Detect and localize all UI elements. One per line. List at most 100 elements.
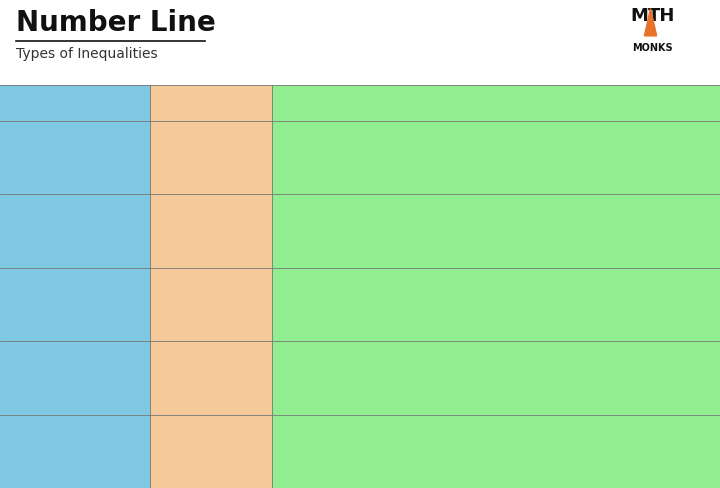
Text: 6: 6 — [638, 239, 645, 249]
Text: 1: 1 — [572, 459, 578, 469]
FancyArrow shape — [618, 154, 707, 157]
Text: $<$ $\mathbf{a}$: $<$ $\mathbf{a}$ — [69, 221, 109, 239]
Text: $\mathit{x}$: $\mathit{x}$ — [50, 221, 63, 239]
Text: -7: -7 — [332, 166, 343, 176]
Text: 0: 0 — [498, 239, 505, 249]
Text: -3: -3 — [426, 386, 436, 396]
Text: -6: -6 — [356, 313, 366, 323]
Text: Number Line: Number Line — [16, 8, 215, 37]
Text: 6: 6 — [638, 166, 645, 176]
Text: -8: -8 — [309, 239, 319, 249]
FancyArrow shape — [295, 301, 618, 304]
Text: 4: 4 — [591, 386, 598, 396]
FancyArrow shape — [295, 447, 501, 450]
Text: $\mathit{x}$: $\mathit{x}$ — [50, 367, 63, 386]
Text: -2: -2 — [449, 313, 459, 323]
FancyArrow shape — [295, 227, 618, 230]
Text: 7: 7 — [662, 166, 668, 176]
Text: 0: 0 — [498, 313, 505, 323]
Text: 3: 3 — [568, 239, 575, 249]
Text: $\frac{1}{3}$: $\frac{1}{3}$ — [523, 461, 528, 479]
FancyArrow shape — [618, 374, 707, 377]
Text: 8: 8 — [685, 166, 692, 176]
Text: Types of Inequalities: Types of Inequalities — [16, 47, 158, 61]
Text: 4: 4 — [591, 239, 598, 249]
FancyArrow shape — [618, 227, 707, 230]
Text: -2: -2 — [449, 239, 459, 249]
Text: -3: -3 — [426, 239, 436, 249]
Text: -7: -7 — [332, 239, 343, 249]
Text: 3: 3 — [568, 166, 575, 176]
Text: -6: -6 — [356, 166, 366, 176]
Text: 8: 8 — [685, 386, 692, 396]
Text: 2: 2 — [645, 459, 652, 469]
Text: General Form: General Form — [22, 96, 128, 110]
Text: MONKS: MONKS — [632, 43, 672, 53]
Text: 8: 8 — [685, 313, 692, 323]
Text: 6: 6 — [638, 313, 645, 323]
Text: 8: 8 — [685, 239, 692, 249]
Text: $\mathit{x}$$\leq$ $\mathbf{5}$: $\mathit{x}$$\leq$ $\mathbf{5}$ — [186, 147, 235, 165]
Text: 5: 5 — [615, 386, 621, 396]
Text: 1: 1 — [521, 239, 528, 249]
Polygon shape — [644, 8, 657, 36]
FancyArrow shape — [501, 447, 707, 450]
Text: 0: 0 — [498, 459, 505, 469]
Text: $\mathit{x}$: $\mathit{x}$ — [50, 441, 63, 459]
Text: $\mathit{x}$: $\mathit{x}$ — [50, 147, 63, 165]
Text: TH: TH — [648, 7, 675, 25]
Text: M: M — [630, 7, 648, 25]
Text: $\geq$ $\mathbf{a}$: $\geq$ $\mathbf{a}$ — [69, 367, 109, 386]
Text: 1: 1 — [521, 313, 528, 323]
Text: Number Line: Number Line — [446, 96, 546, 110]
Text: -6: -6 — [356, 386, 366, 396]
Text: -8: -8 — [309, 166, 319, 176]
Text: -3: -3 — [426, 313, 436, 323]
Text: 2: 2 — [544, 386, 552, 396]
Text: -2: -2 — [349, 459, 359, 469]
Text: -1: -1 — [472, 313, 483, 323]
Text: -2: -2 — [449, 166, 459, 176]
Text: -4: -4 — [402, 239, 413, 249]
Text: 4: 4 — [591, 313, 598, 323]
Text: $\mathit{x}$$>$ $\mathbf{5}$: $\mathit{x}$$>$ $\mathbf{5}$ — [186, 294, 235, 312]
Text: 5: 5 — [615, 239, 621, 249]
Text: $\mathit{x}$$<$ $\mathbf{5}$: $\mathit{x}$$<$ $\mathbf{5}$ — [186, 221, 235, 239]
Text: 3: 3 — [568, 313, 575, 323]
Text: -4: -4 — [402, 166, 413, 176]
Text: -3: -3 — [426, 166, 436, 176]
Text: -4: -4 — [402, 313, 413, 323]
Text: $\leq$ $\mathbf{a}$: $\leq$ $\mathbf{a}$ — [69, 147, 109, 165]
Text: $>$ $\mathbf{a}$: $>$ $\mathbf{a}$ — [69, 294, 109, 312]
Text: -5: -5 — [379, 313, 390, 323]
Text: 1: 1 — [521, 166, 528, 176]
Text: -6: -6 — [356, 239, 366, 249]
Text: -7: -7 — [332, 386, 343, 396]
Text: -1: -1 — [423, 459, 433, 469]
Text: -1: -1 — [472, 386, 483, 396]
Text: 0: 0 — [498, 386, 505, 396]
Text: 0: 0 — [498, 166, 505, 176]
Text: 5: 5 — [615, 166, 621, 176]
Text: $\mathit{x}$$\neq$: $\mathit{x}$$\neq$ — [456, 95, 483, 113]
Text: 2: 2 — [544, 166, 552, 176]
Text: $\mathit{x}$: $\mathit{x}$ — [50, 294, 63, 312]
Text: 2: 2 — [544, 313, 552, 323]
Text: $\frac{2}{3}$: $\frac{2}{3}$ — [547, 461, 554, 479]
Text: 7: 7 — [662, 313, 668, 323]
Text: 4: 4 — [591, 166, 598, 176]
Text: 5: 5 — [615, 313, 621, 323]
Text: -2: -2 — [449, 386, 459, 396]
FancyArrow shape — [295, 154, 618, 157]
Text: -5: -5 — [379, 386, 390, 396]
Text: 7: 7 — [662, 239, 668, 249]
FancyArrow shape — [295, 374, 618, 377]
Text: 3: 3 — [568, 386, 575, 396]
Text: -5: -5 — [379, 166, 390, 176]
Text: -8: -8 — [309, 386, 319, 396]
Text: -1: -1 — [472, 166, 483, 176]
Text: -7: -7 — [332, 313, 343, 323]
Text: $\neq$ $\mathbf{a}$: $\neq$ $\mathbf{a}$ — [69, 441, 109, 459]
Text: $\mathit{x}$$\geq$ $\mathbf{5}$: $\mathit{x}$$\geq$ $\mathbf{5}$ — [186, 367, 235, 386]
Text: -4: -4 — [402, 386, 413, 396]
